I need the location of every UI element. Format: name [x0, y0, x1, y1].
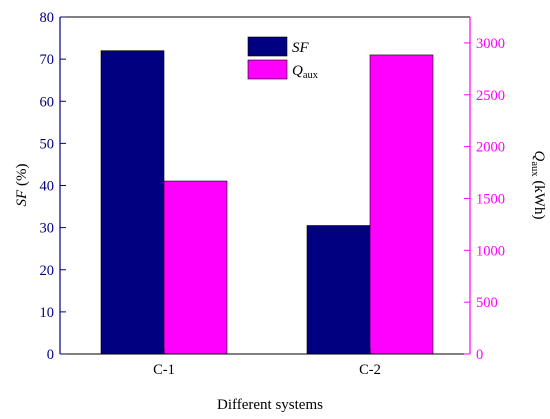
left-tick-label: 50 — [40, 136, 55, 152]
right-tick-label: 3000 — [476, 36, 505, 52]
left-tick-label: 10 — [40, 305, 55, 321]
right-tick-label: 500 — [476, 295, 498, 311]
bar-sf-c-1 — [100, 50, 165, 355]
x-tick-label: C-2 — [359, 362, 381, 378]
bars-group — [100, 50, 434, 355]
bar-qaux-c-1 — [163, 180, 228, 355]
right-tick-label: 2000 — [476, 140, 505, 156]
left-axis-title: SF (%) — [14, 164, 30, 207]
left-tick-label: 30 — [40, 221, 55, 237]
right-tick-label: 1500 — [476, 191, 505, 207]
legend-swatch-sf — [247, 36, 288, 57]
left-tick-label: 0 — [47, 347, 54, 363]
left-tick-label: 60 — [40, 94, 55, 110]
bar-sf-c-2 — [306, 225, 371, 355]
right-tick-label: 0 — [476, 347, 483, 363]
right-axis-title: Qaux (kWh) — [529, 151, 547, 220]
left-tick-label: 70 — [40, 52, 55, 68]
ticks-group: 0 10 20 30 40 50 60 70 80 0 500 1000 1500 2000 2500 300… — [40, 10, 506, 378]
x-axis-title: Different systems — [217, 397, 323, 413]
legend: SF Qaux — [247, 36, 319, 81]
left-tick-label: 80 — [40, 10, 55, 26]
legend-label-qaux: Qaux — [292, 63, 319, 81]
right-tick-label: 1000 — [476, 243, 505, 259]
left-tick-label: 20 — [40, 263, 55, 279]
bar-qaux-c-2 — [369, 54, 434, 355]
legend-swatch-qaux — [247, 59, 288, 80]
left-tick-label: 40 — [40, 179, 55, 195]
legend-label-sf: SF — [292, 40, 310, 56]
x-tick-label: C-1 — [153, 362, 175, 378]
right-tick-label: 2500 — [476, 88, 505, 104]
